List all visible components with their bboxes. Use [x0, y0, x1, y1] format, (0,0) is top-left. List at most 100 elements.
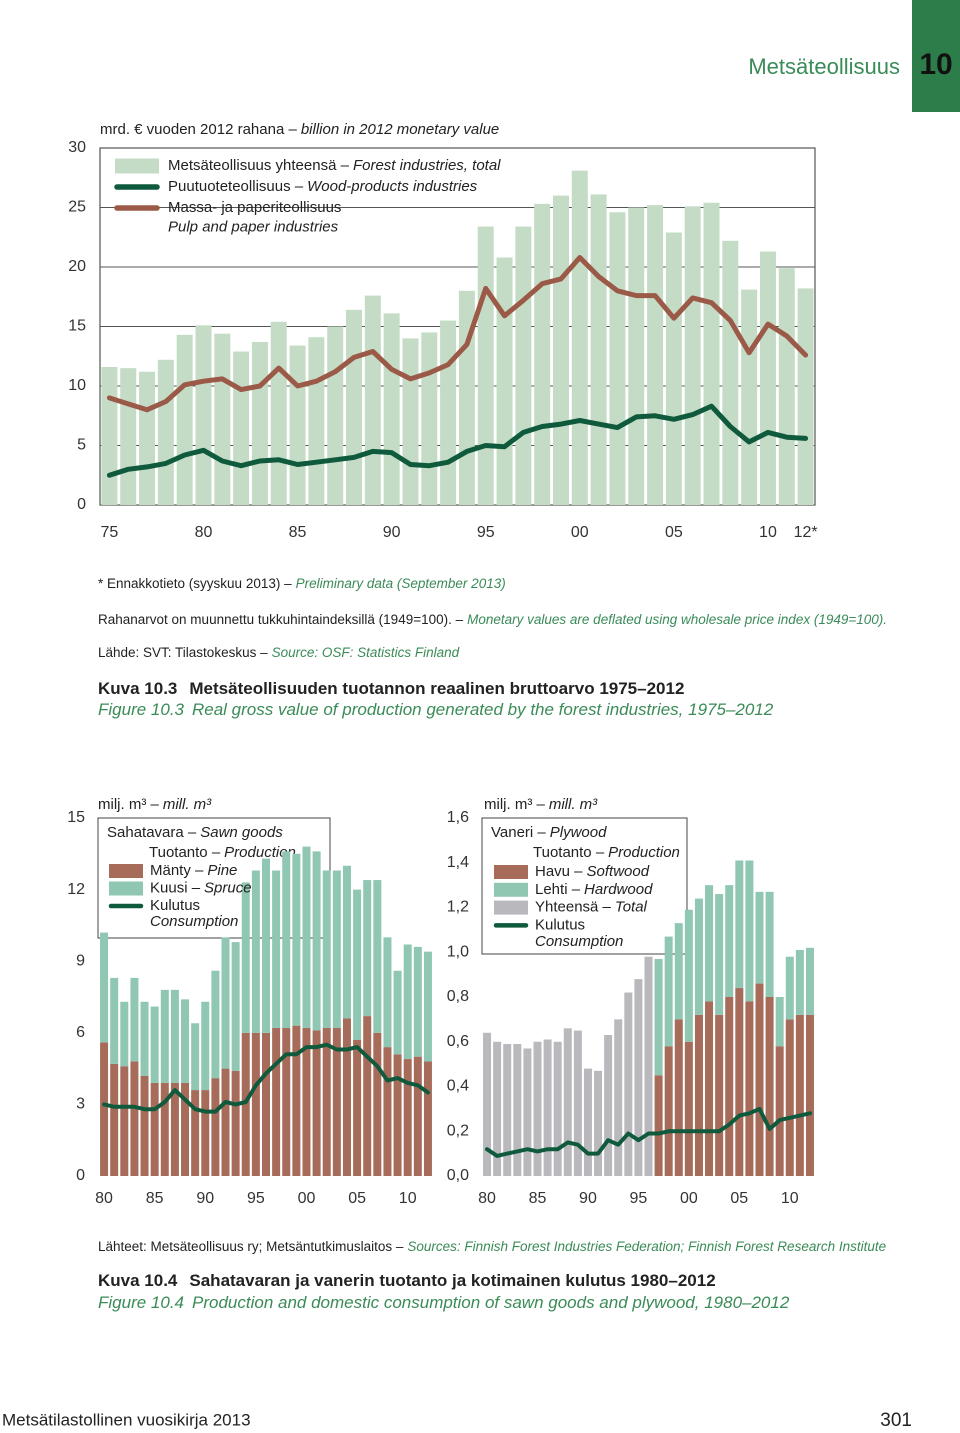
label-en: Wood-products industries: [307, 178, 478, 195]
bar: [573, 1030, 582, 1176]
bar: [664, 1046, 673, 1176]
footer-publication: Metsätilastollinen vuosikirja 2013: [2, 1410, 251, 1429]
bar: [684, 206, 701, 505]
y-tick-label: 0: [76, 1167, 85, 1184]
bar: [327, 326, 344, 505]
line: [102, 1042, 430, 1114]
bar: [302, 846, 311, 1029]
y-tick-label: 0,6: [447, 1033, 469, 1050]
bar: [440, 320, 457, 505]
label-en: Pine: [207, 862, 237, 879]
bar: [543, 1039, 552, 1176]
bar: [195, 325, 212, 505]
bar: [694, 1014, 703, 1176]
bar: [765, 997, 774, 1176]
label: Tuotanto – Production: [533, 844, 680, 861]
label-en: billion in 2012 monetary value: [301, 121, 499, 138]
bar: [231, 942, 240, 1071]
x-tick-label: 90: [383, 524, 401, 541]
caption-en: Figure 10.3 Real gross value of productio…: [98, 700, 774, 719]
bar: [628, 207, 645, 505]
chapter-number: 10: [919, 48, 952, 81]
bar: [383, 1047, 392, 1176]
x-tick-label: 80: [478, 1190, 496, 1207]
section-title: Metsäteollisuus: [748, 54, 900, 79]
bar: [201, 1090, 210, 1176]
bar: [735, 988, 744, 1176]
bar: [157, 359, 174, 505]
caption-title: Production and domestic consumption of s…: [192, 1293, 790, 1312]
bar: [694, 898, 703, 1015]
bar: [241, 1032, 250, 1176]
bar: [614, 1019, 623, 1176]
bar: [272, 870, 281, 1029]
source-fi: Lähde: SVT: Tilastokeskus –: [98, 645, 268, 660]
bar: [705, 1001, 714, 1176]
label-en: Plywood: [550, 824, 607, 841]
bar: [373, 880, 382, 1033]
bar: [262, 1032, 270, 1176]
label-fi: Havu –: [535, 863, 583, 880]
bar: [515, 226, 532, 506]
note: Rahanarvot on muunnettu tukkuhintaindeks…: [98, 612, 887, 627]
bar: [262, 858, 270, 1033]
bar: [654, 958, 663, 1076]
bar: [413, 1056, 422, 1176]
label: Kulutus Consumption: [535, 916, 623, 949]
bar: [353, 1039, 362, 1176]
caption-title: Real gross value of production generated…: [192, 700, 774, 719]
bar: [120, 1066, 129, 1176]
bar: [590, 194, 607, 505]
bar: [231, 1070, 240, 1176]
bar: [160, 989, 169, 1083]
line: [106, 403, 809, 478]
bar: [594, 1070, 603, 1176]
bar: [221, 1068, 230, 1176]
line: [485, 1106, 812, 1158]
bar: [251, 1032, 260, 1176]
note-en: Monetary values are deflated using whole…: [467, 612, 887, 627]
bar: [483, 1032, 492, 1176]
label-fi: Tuotanto –: [533, 844, 605, 861]
x-tick-label: 12*: [794, 524, 818, 541]
bar: [289, 345, 306, 505]
bar: [583, 1068, 592, 1176]
bar: [571, 170, 588, 506]
label: Massa- ja paperiteollisuus Pulp and paper…: [168, 199, 341, 235]
bar: [722, 240, 739, 505]
caption-label: Figure 10.4: [98, 1293, 184, 1312]
bar: [251, 341, 268, 505]
label-en: Forest industries, total: [353, 157, 501, 174]
y-tick-label: 1,0: [447, 943, 469, 960]
caption-label: Figure 10.3: [98, 700, 185, 719]
label: Kuusi – Spruce: [150, 879, 252, 896]
bar: [552, 195, 569, 505]
bar: [795, 950, 804, 1015]
legend-swatch: [115, 158, 159, 174]
bar: [140, 1001, 149, 1076]
bar: [100, 932, 109, 1043]
x-tick-label: 85: [289, 524, 307, 541]
y-tick-label: 9: [76, 952, 85, 969]
caption-title: Metsäteollisuuden tuotannon reaalinen br…: [189, 679, 684, 698]
bar: [665, 232, 682, 506]
bar: [496, 257, 513, 505]
note: * Ennakkotieto (syyskuu 2013) – Prelimina…: [98, 576, 506, 591]
bar: [322, 1028, 331, 1176]
x-tick-label: 10: [759, 524, 777, 541]
chapter-tab: [912, 0, 960, 112]
legend-swatch: [109, 864, 143, 878]
label: Tuotanto – Production: [149, 844, 296, 861]
label-en: mill. m³: [549, 796, 598, 813]
x-tick-label: 10: [781, 1190, 799, 1207]
bar: [282, 851, 291, 1029]
bar: [383, 937, 392, 1048]
bar: [322, 870, 331, 1029]
legend-swatch: [494, 865, 528, 879]
caption-fi: Kuva 10.3 Metsäteollisuuden tuotannon rea…: [98, 679, 684, 698]
x-tick-label: 00: [571, 524, 589, 541]
bar: [346, 309, 363, 505]
bar: [100, 1042, 109, 1176]
bar: [211, 970, 220, 1079]
bar: [654, 1075, 663, 1176]
